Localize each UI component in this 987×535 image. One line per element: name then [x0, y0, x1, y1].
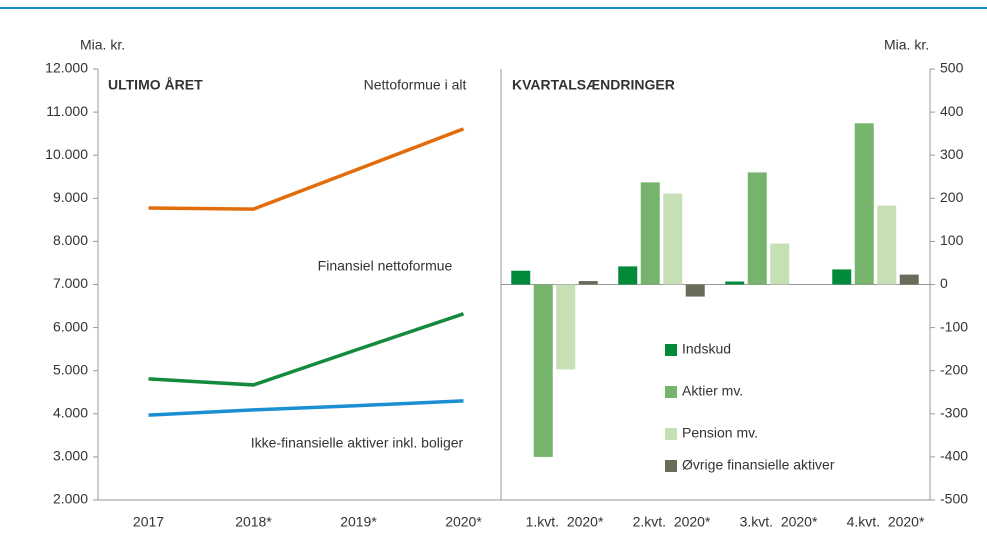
y2-tick-label: -300	[940, 405, 968, 421]
legend-swatch	[665, 460, 677, 472]
x-tick-label: 2.kvt. 2020*	[633, 514, 711, 530]
y2-tick-label: -400	[940, 448, 968, 464]
y2-tick-label: 400	[940, 103, 964, 119]
x-tick-label: 2020*	[445, 514, 482, 530]
y-tick-label: 3.000	[53, 448, 88, 464]
y2-tick-label: 500	[940, 60, 964, 76]
y-tick-label: 10.000	[45, 146, 88, 162]
legend-label: Aktier mv.	[682, 383, 743, 399]
bar	[685, 284, 705, 297]
x-tick-label: 1.kvt. 2020*	[526, 514, 604, 530]
bar	[556, 284, 576, 370]
bar	[877, 205, 897, 285]
legend-label: Indskud	[682, 341, 731, 357]
y2-axis-label: Mia. kr.	[884, 37, 929, 53]
bar	[747, 172, 767, 285]
bar	[511, 270, 531, 285]
bar	[663, 193, 683, 285]
y2-tick-label: -500	[940, 491, 968, 507]
line-series	[148, 399, 464, 417]
series-label: Finansiel nettoformue	[318, 258, 453, 274]
x-tick-label: 4.kvt. 2020*	[847, 514, 925, 530]
y-tick-label: 2.000	[53, 491, 88, 507]
y2-tick-label: 0	[940, 275, 948, 291]
y2-tick-label: 200	[940, 189, 964, 205]
y-tick-label: 7.000	[53, 275, 88, 291]
bar	[725, 281, 745, 285]
y-tick-label: 5.000	[53, 361, 88, 377]
bar	[770, 243, 790, 285]
y-tick-label: 9.000	[53, 189, 88, 205]
bar	[618, 266, 638, 285]
line-series	[148, 127, 465, 211]
y-tick-label: 11.000	[46, 103, 88, 119]
x-tick-label: 2019*	[340, 514, 377, 530]
panel-title: ULTIMO ÅRET	[108, 77, 203, 93]
legend-swatch	[665, 344, 677, 356]
panel-title: KVARTALSÆNDRINGER	[512, 77, 675, 93]
bar	[854, 123, 874, 285]
series-label: Nettoformue i alt	[364, 77, 467, 93]
legend-label: Øvrige finansielle aktiver	[682, 457, 835, 473]
y2-tick-label: 100	[940, 232, 964, 248]
y2-tick-label: -200	[940, 361, 968, 377]
y-axis-label: Mia. kr.	[80, 37, 125, 53]
y-tick-label: 12.000	[45, 60, 88, 76]
y2-tick-label: 300	[940, 146, 964, 162]
x-tick-label: 3.kvt. 2020*	[740, 514, 818, 530]
legend-label: Pension mv.	[682, 425, 758, 441]
y-tick-label: 8.000	[53, 232, 88, 248]
series-label: Ikke-finansielle aktiver inkl. boliger	[251, 435, 464, 451]
y-tick-label: 6.000	[53, 318, 88, 334]
y2-tick-label: -100	[940, 318, 968, 334]
bar	[899, 274, 919, 285]
x-tick-label: 2018*	[235, 514, 272, 530]
y-tick-label: 4.000	[53, 405, 88, 421]
bar	[832, 269, 852, 285]
x-tick-label: 2017	[133, 514, 164, 530]
legend-swatch	[665, 386, 677, 398]
bar	[578, 281, 598, 285]
line-series	[148, 312, 465, 387]
bar	[640, 182, 660, 285]
legend-swatch	[665, 428, 677, 440]
bar	[533, 284, 553, 457]
